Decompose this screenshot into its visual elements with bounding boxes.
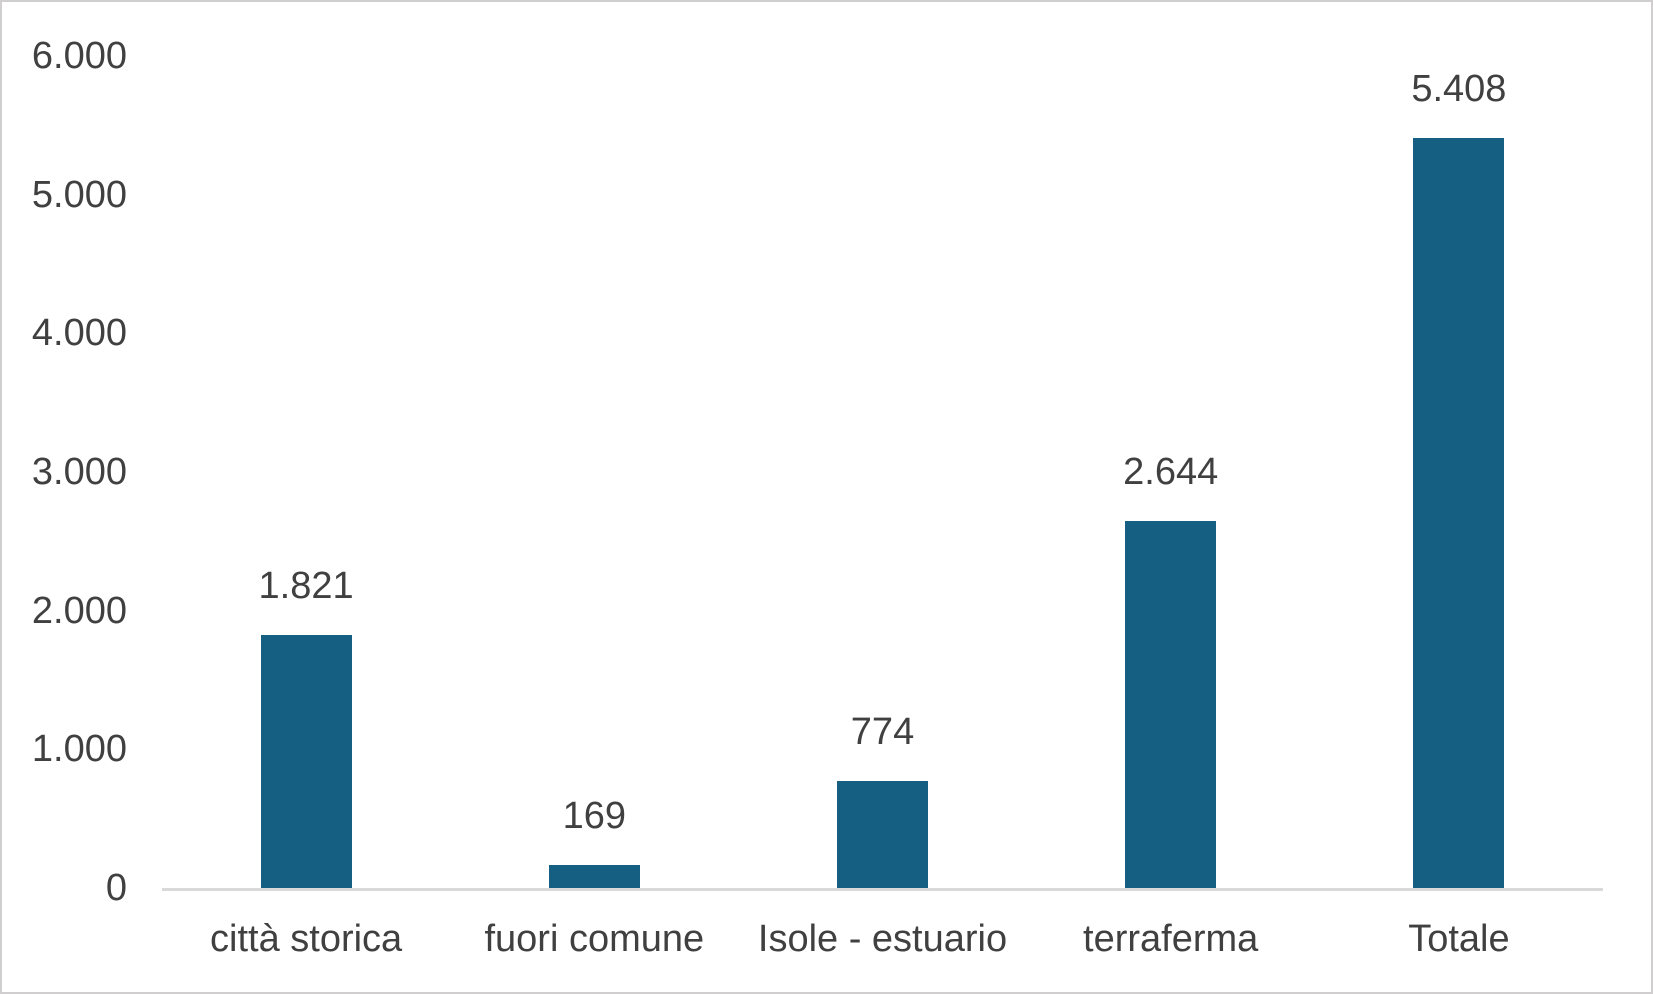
y-tick-label: 0: [105, 867, 127, 909]
bar-1: [260, 635, 352, 888]
bar-value-label: 5.408: [1411, 68, 1507, 111]
y-tick-label: 4.000: [31, 312, 127, 355]
category-label: Totale: [1408, 918, 1510, 960]
y-tick-label: 1.000: [31, 728, 127, 771]
bar-value-label: 1.821: [258, 565, 354, 608]
y-tick-label: 5.000: [31, 173, 127, 216]
y-tick-label: 6.000: [31, 35, 127, 77]
x-axis-line: [162, 888, 1603, 891]
y-tick-label: 3.000: [31, 451, 127, 493]
bar-value-label: 774: [850, 710, 915, 753]
category-label: fuori comune: [484, 918, 705, 960]
bar-3: [837, 780, 928, 888]
bar-2: [548, 864, 640, 888]
bar-value-label: 169: [562, 794, 626, 837]
category-label: città storica: [210, 918, 403, 960]
bar-value-label: 2.644: [1123, 451, 1219, 494]
category-label: terraferma: [1083, 918, 1259, 960]
y-tick-label: 2.000: [31, 589, 127, 632]
bar-4: [1125, 521, 1217, 888]
bar-5: [1413, 138, 1505, 888]
category-label: Isole - estuario: [757, 918, 1008, 960]
